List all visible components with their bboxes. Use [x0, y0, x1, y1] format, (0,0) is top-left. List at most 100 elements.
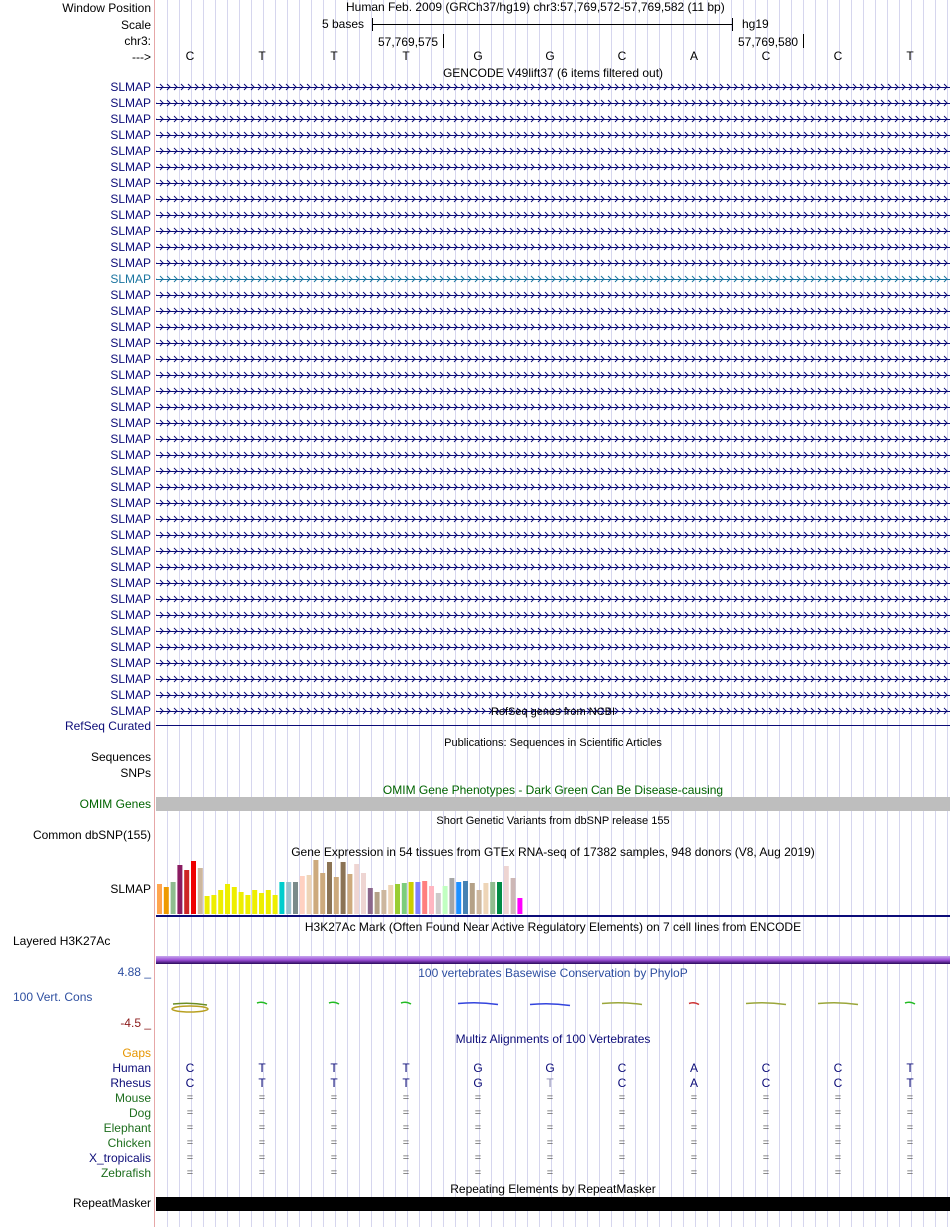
- gencode-gene-label[interactable]: SLMAP: [110, 224, 151, 238]
- h3k27ac-track-label[interactable]: Layered H3K27Ac: [13, 934, 111, 948]
- gtex-tissue-bar[interactable]: [517, 898, 523, 914]
- gencode-gene-label[interactable]: SLMAP: [110, 480, 151, 494]
- omim-feature[interactable]: [156, 797, 950, 811]
- gencode-gene-label[interactable]: SLMAP: [110, 192, 151, 206]
- gtex-tissue-bar[interactable]: [293, 882, 298, 914]
- gencode-gene-line[interactable]: [156, 450, 950, 460]
- gencode-gene-line[interactable]: [156, 514, 950, 524]
- gtex-tissue-bar[interactable]: [435, 893, 441, 914]
- gencode-gene-line[interactable]: [156, 210, 950, 220]
- gencode-gene-label[interactable]: SLMAP: [110, 496, 151, 510]
- gencode-gene-label[interactable]: SLMAP: [110, 624, 151, 638]
- gtex-tissue-bar[interactable]: [252, 890, 258, 914]
- gtex-tissue-bar[interactable]: [415, 882, 421, 914]
- gencode-gene-label[interactable]: SLMAP: [110, 560, 151, 574]
- gtex-tissue-bar[interactable]: [231, 887, 237, 914]
- gencode-gene-line[interactable]: [156, 290, 950, 300]
- gencode-gene-label[interactable]: SLMAP: [110, 400, 151, 414]
- gencode-gene-line[interactable]: [156, 610, 950, 620]
- gencode-gene-label[interactable]: SLMAP: [110, 704, 151, 718]
- gtex-tissue-bar[interactable]: [374, 892, 380, 914]
- gtex-tissue-bar[interactable]: [490, 882, 496, 914]
- gencode-gene-label[interactable]: SLMAP: [110, 640, 151, 654]
- phylop-track-label[interactable]: 100 Vert. Cons: [13, 990, 93, 1004]
- gtex-bar-chart[interactable]: [156, 858, 950, 918]
- gencode-gene-line[interactable]: [156, 402, 950, 412]
- snps-track-label[interactable]: SNPs: [120, 766, 151, 780]
- gencode-gene-line[interactable]: [156, 82, 950, 92]
- track-data-area[interactable]: Human Feb. 2009 (GRCh37/hg19) chr3:57,76…: [156, 0, 950, 1227]
- gtex-tissue-bar[interactable]: [442, 886, 448, 914]
- gencode-gene-line[interactable]: [156, 146, 950, 156]
- gtex-tissue-bar[interactable]: [218, 890, 224, 914]
- refseq-track-label[interactable]: RefSeq Curated: [64, 719, 151, 733]
- gencode-gene-line[interactable]: [156, 546, 950, 556]
- gencode-gene-line[interactable]: [156, 434, 950, 444]
- gencode-gene-line[interactable]: [156, 706, 950, 716]
- gtex-tissue-bar[interactable]: [170, 882, 176, 914]
- gtex-tissue-bar[interactable]: [429, 886, 434, 914]
- gtex-tissue-bar[interactable]: [313, 860, 319, 914]
- gtex-tissue-bar[interactable]: [286, 882, 292, 914]
- gtex-tissue-bar[interactable]: [163, 887, 169, 914]
- gencode-gene-line[interactable]: [156, 690, 950, 700]
- gtex-tissue-bar[interactable]: [245, 895, 251, 914]
- gencode-gene-line[interactable]: [156, 498, 950, 508]
- gencode-gene-label[interactable]: SLMAP: [110, 384, 151, 398]
- gtex-tissue-bar[interactable]: [279, 882, 285, 914]
- dbsnp-track-label[interactable]: Common dbSNP(155): [32, 828, 151, 842]
- omim-track-label[interactable]: OMIM Genes: [79, 797, 151, 811]
- gtex-tissue-bar[interactable]: [510, 878, 516, 914]
- gencode-gene-label[interactable]: SLMAP: [110, 608, 151, 622]
- gencode-gene-label[interactable]: SLMAP: [110, 352, 151, 366]
- gtex-tissue-bar[interactable]: [361, 873, 366, 914]
- gencode-gene-line[interactable]: [156, 642, 950, 652]
- gtex-tissue-bar[interactable]: [333, 877, 339, 914]
- gencode-gene-line[interactable]: [156, 370, 950, 380]
- gtex-tissue-bar[interactable]: [306, 875, 312, 914]
- gtex-tissue-bar[interactable]: [456, 882, 462, 914]
- gencode-gene-line[interactable]: [156, 258, 950, 268]
- gtex-tissue-bar[interactable]: [157, 884, 162, 914]
- gencode-gene-label[interactable]: SLMAP: [110, 576, 151, 590]
- gencode-gene-label[interactable]: SLMAP: [110, 80, 151, 94]
- h3k27ac-signal[interactable]: [156, 956, 950, 964]
- gtex-tissue-bar[interactable]: [503, 866, 509, 914]
- gencode-gene-label[interactable]: SLMAP: [110, 512, 151, 526]
- gencode-gene-line[interactable]: [156, 226, 950, 236]
- gencode-gene-line[interactable]: [156, 578, 950, 588]
- gencode-gene-line[interactable]: [156, 194, 950, 204]
- gencode-gene-label[interactable]: SLMAP: [110, 672, 151, 686]
- gtex-tissue-bar[interactable]: [272, 895, 278, 914]
- gtex-tissue-bar[interactable]: [197, 868, 203, 914]
- gencode-gene-label[interactable]: SLMAP: [110, 304, 151, 318]
- gencode-gene-line[interactable]: [156, 338, 950, 348]
- gtex-tissue-bar[interactable]: [422, 881, 428, 914]
- gencode-gene-line[interactable]: [156, 594, 950, 604]
- gtex-tissue-bar[interactable]: [401, 883, 407, 914]
- gencode-gene-label[interactable]: SLMAP: [110, 336, 151, 350]
- gencode-gene-line[interactable]: [156, 626, 950, 636]
- repeatmasker-feature[interactable]: [156, 1197, 950, 1211]
- gencode-gene-label[interactable]: SLMAP: [110, 240, 151, 254]
- gencode-gene-line[interactable]: [156, 482, 950, 492]
- gtex-tissue-bar[interactable]: [259, 893, 264, 914]
- gtex-tissue-bar[interactable]: [299, 876, 305, 914]
- gtex-tissue-bar[interactable]: [177, 865, 183, 914]
- gencode-gene-line[interactable]: [156, 466, 950, 476]
- gencode-gene-label[interactable]: SLMAP: [110, 256, 151, 270]
- gencode-gene-label[interactable]: SLMAP: [110, 656, 151, 670]
- gtex-tissue-bar[interactable]: [497, 882, 502, 914]
- gtex-tissue-bar[interactable]: [408, 882, 414, 914]
- gtex-tissue-bar[interactable]: [265, 890, 271, 914]
- gencode-gene-line[interactable]: [156, 98, 950, 108]
- gtex-tissue-bar[interactable]: [463, 881, 468, 914]
- gencode-gene-line[interactable]: [156, 386, 950, 396]
- gencode-gene-line[interactable]: [156, 178, 950, 188]
- gencode-gene-label[interactable]: SLMAP: [110, 272, 151, 286]
- gencode-gene-label[interactable]: SLMAP: [110, 176, 151, 190]
- gtex-tissue-bar[interactable]: [204, 896, 210, 914]
- gencode-gene-label[interactable]: SLMAP: [110, 544, 151, 558]
- refseq-gene-line[interactable]: [156, 725, 950, 726]
- gencode-gene-line[interactable]: [156, 322, 950, 332]
